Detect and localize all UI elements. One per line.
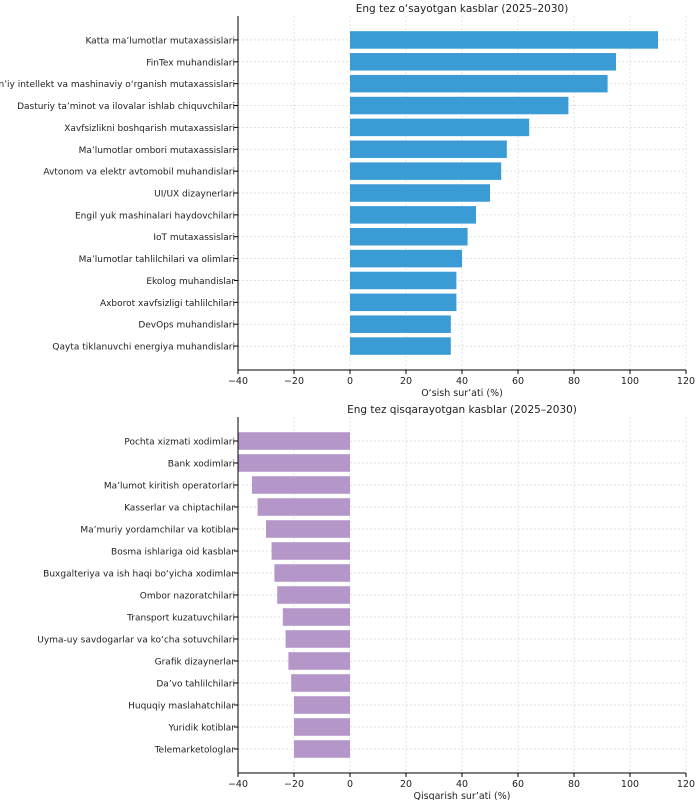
declining-category-label: Huquqiy maslahatchilar <box>128 702 235 712</box>
growing-bar <box>350 206 476 224</box>
growing-category-label: Ma’lumotlar ombori mutaxassislari <box>79 146 235 156</box>
growing-chart-title: Eng tez o‘sayotgan kasblar (2025–2030) <box>356 3 569 15</box>
declining-bar <box>274 564 350 582</box>
declining-category-label: Kasserlar va chiptachilar <box>124 504 235 514</box>
growing-x-tick-label: 20 <box>400 376 412 387</box>
declining-category-label: Ma’muriy yordamchilar va kotiblar <box>80 526 235 536</box>
growing-x-tick-label: 0 <box>347 376 353 387</box>
declining-x-tick-label: 60 <box>512 779 524 790</box>
growing-chart: Eng tez o‘sayotgan kasblar (2025–2030) −4… <box>0 3 695 399</box>
declining-bar <box>285 630 350 648</box>
growing-bar <box>350 53 616 71</box>
growing-category-label: Qayta tiklanuvchi energiya muhandislari <box>52 343 235 353</box>
growing-bar <box>350 31 658 49</box>
growing-bar <box>350 140 507 159</box>
declining-category-label: Pochta xizmati xodimlari <box>124 438 235 448</box>
growing-category-label: UI/UX dizaynerlari <box>154 190 235 200</box>
declining-bar <box>257 498 350 516</box>
growing-bar <box>350 184 490 202</box>
declining-x-tick-label: 100 <box>621 779 639 790</box>
declining-x-tick-label: 0 <box>347 779 353 790</box>
growing-category-label: Katta ma’lumotlar mutaxassislari <box>85 36 235 46</box>
declining-bar <box>238 432 350 450</box>
declining-bar <box>288 652 350 670</box>
declining-bar <box>252 476 350 494</box>
growing-category-label: Axborot xavfsizligi tahlilchilari <box>100 299 235 309</box>
growing-x-tick-label: 120 <box>677 376 695 387</box>
declining-chart-title: Eng tez qisqarayotgan kasblar (2025–2030… <box>347 404 577 416</box>
declining-x-tick-label: 40 <box>456 779 468 790</box>
declining-bar <box>291 674 350 692</box>
declining-bar <box>294 696 350 714</box>
growing-bar <box>350 118 530 137</box>
growing-category-label: IoT mutaxassislari <box>153 233 235 243</box>
growing-category-label: Xavfsizlikni boshqarish mutaxassislari <box>64 124 235 134</box>
growing-category-label: Avtonom va elektr avtomobil muhandislari <box>43 168 235 178</box>
growing-x-tick-label: 40 <box>456 376 468 387</box>
growing-bar <box>350 162 502 180</box>
growing-bar <box>350 315 451 333</box>
declining-bar <box>238 454 350 472</box>
growing-category-label: Ekolog muhandislar <box>146 277 235 287</box>
declining-category-label: Grafik dizaynerlar <box>155 658 236 668</box>
declining-bar <box>294 740 350 758</box>
growing-bar <box>350 293 457 312</box>
growing-x-tick-label: −20 <box>284 376 304 387</box>
declining-category-label: Buxgalteriya va ish haqi bo‘yicha xodiml… <box>43 570 235 580</box>
declining-x-tick-label: 120 <box>677 779 695 790</box>
growing-bar <box>350 249 462 268</box>
growing-bar <box>350 96 569 115</box>
declining-x-tick-label: 80 <box>568 779 580 790</box>
growing-x-tick-label: 100 <box>621 376 639 387</box>
growing-category-label: Sun’iy intellekt va mashinaviy o‘rganish… <box>0 80 235 90</box>
declining-bar <box>266 520 350 538</box>
growing-category-label: Dasturiy ta’minot va ilovalar ishlab chi… <box>17 102 235 112</box>
growing-x-axis-label: O‘sish sur’ati (%) <box>421 388 503 399</box>
declining-bar <box>277 586 350 604</box>
growing-category-label: Engil yuk mashinalari haydovchilari <box>75 211 235 221</box>
declining-x-tick-label: −40 <box>228 779 248 790</box>
declining-category-label: Bank xodimlari <box>168 460 235 470</box>
declining-category-label: Ma’lumot kiritish operatorlari <box>104 482 235 492</box>
declining-bar <box>294 718 350 736</box>
declining-x-axis-label: Qisqarish sur’ati (%) <box>414 791 511 800</box>
declining-chart: Eng tez qisqarayotgan kasblar (2025–2030… <box>37 404 695 800</box>
growing-x-tick-label: −40 <box>228 376 248 387</box>
growing-bar <box>350 227 468 246</box>
growing-bar <box>350 271 457 290</box>
declining-category-label: Da’vo tahlilchilari <box>156 680 235 690</box>
declining-bar <box>282 608 350 626</box>
growing-category-label: Ma’lumotlar tahlilchilari va olimlari <box>79 255 235 265</box>
growing-category-label: FinTex muhandislari <box>146 58 235 68</box>
growing-x-tick-label: 80 <box>568 376 580 387</box>
growing-category-label: DevOps muhandislari <box>138 321 235 331</box>
declining-category-label: Ombor nazoratchilari <box>140 592 235 602</box>
growing-bar <box>350 74 608 93</box>
growing-x-tick-label: 60 <box>512 376 524 387</box>
declining-category-label: Yuridik kotiblar <box>167 724 235 734</box>
declining-x-tick-label: 20 <box>400 779 412 790</box>
growing-bar <box>350 337 451 355</box>
declining-category-label: Uyma-uy savdogarlar va ko‘cha sotuvchila… <box>37 636 235 646</box>
declining-category-label: Bosma ishlariga oid kasblar <box>111 548 235 558</box>
declining-category-label: Telemarketologlar <box>154 746 236 756</box>
declining-x-tick-label: −20 <box>284 779 304 790</box>
declining-bar <box>271 542 350 560</box>
declining-category-label: Transport kuzatuvchilari <box>126 614 235 624</box>
